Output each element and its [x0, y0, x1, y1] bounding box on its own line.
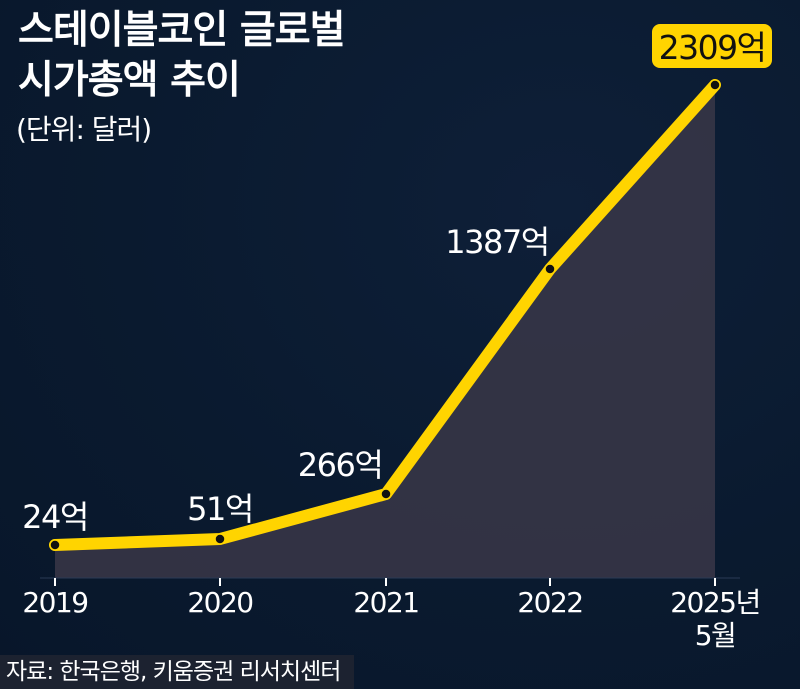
x-tick-label-1: 2020	[187, 586, 252, 619]
data-label-0: 24억	[22, 498, 88, 536]
x-tick-label-3: 2022	[517, 586, 582, 619]
title-line-1: 스테이블코인 글로벌	[18, 8, 345, 53]
title-line-2: 시가총액 추이	[18, 58, 241, 103]
data-label-4: 2309억	[659, 28, 766, 67]
x-tick-label-2: 2021	[353, 586, 418, 619]
data-label-3: 1387억	[445, 223, 548, 261]
x-tick-label-0: 2019	[22, 586, 87, 619]
data-label-2: 266억	[298, 446, 383, 484]
unit-label: (단위: 달러)	[16, 113, 152, 146]
data-point-4	[709, 79, 721, 91]
data-point-3	[544, 263, 556, 275]
x-tick-label-4: 2025년 5월	[670, 586, 760, 652]
page-title: 스테이블코인 글로벌 시가총액 추이	[18, 6, 345, 106]
data-point-2	[380, 488, 392, 500]
data-point-0	[49, 539, 61, 551]
highlight-badge	[652, 24, 772, 68]
data-point-1	[214, 533, 226, 545]
source-note: 자료: 한국은행, 키움증권 리서치센터	[0, 655, 355, 689]
area-fill	[55, 85, 715, 578]
data-label-1: 51억	[187, 490, 253, 528]
